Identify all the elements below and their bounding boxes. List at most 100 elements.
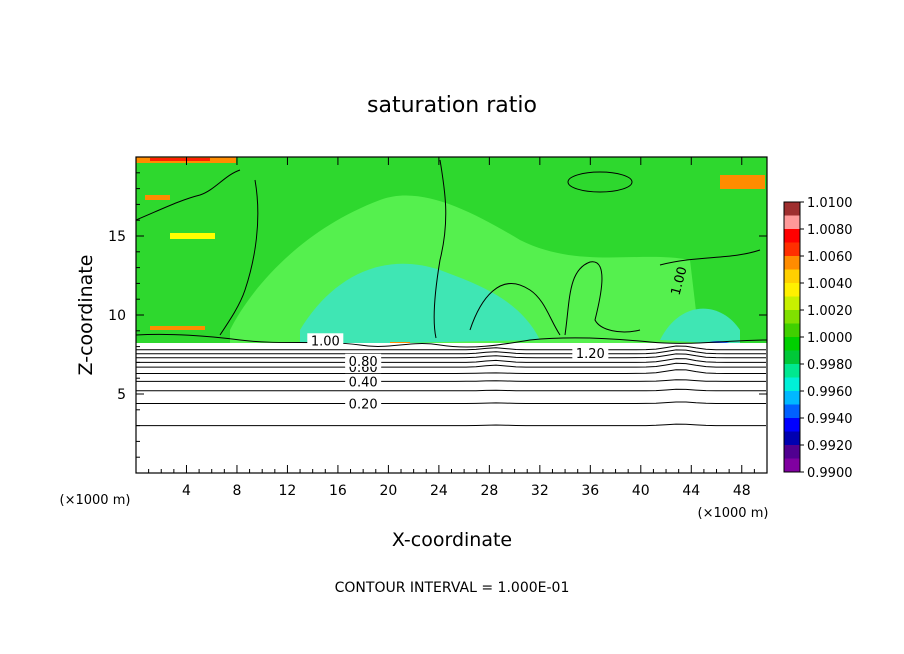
colorbar-swatch — [784, 242, 800, 257]
orange-patch-1 — [145, 195, 170, 200]
contour-label-1.00-upper: 1.00 — [669, 265, 691, 297]
x-tick-label-20: 20 — [379, 483, 397, 499]
contour-upper-2 — [433, 159, 447, 339]
z-unit-label: (×1000 m) — [60, 493, 131, 508]
x-tick-label-32: 32 — [531, 483, 549, 499]
contour-level-line — [136, 388, 766, 392]
colorbar-swatch — [784, 391, 800, 405]
cyan-region-2 — [660, 308, 740, 343]
contour-label-1.20: 1.20 — [576, 347, 605, 362]
colorbar-label-0.9980: 0.9980 — [807, 358, 853, 373]
x-tick-label-16: 16 — [329, 483, 347, 499]
contour-upper-6 — [136, 169, 241, 221]
colorbar-swatch — [784, 256, 800, 270]
contour-label-bg — [572, 345, 609, 359]
contour-level-line — [136, 369, 766, 374]
colorbar-label-1.0040: 1.0040 — [807, 277, 853, 292]
colorbar-swatch — [784, 418, 800, 432]
colorbar-swatch — [784, 377, 800, 392]
colorbar-swatch — [784, 283, 800, 297]
colorbar-swatch — [784, 337, 800, 351]
contour-band — [136, 345, 766, 427]
x-tick-label-48: 48 — [733, 483, 751, 499]
colorbar-label-1.0000: 1.0000 — [807, 331, 853, 346]
contour-label-0.80: 0.80 — [349, 355, 378, 370]
contour-label-1.00: 1.00 — [311, 334, 340, 349]
colorbar-swatch — [784, 458, 800, 473]
x-unit-label: (×1000 m) — [698, 506, 769, 521]
contour-level-line — [136, 401, 766, 404]
orange-patch-4 — [150, 326, 205, 330]
contour-interval-note: CONTOUR INTERVAL = 1.000E-01 — [335, 580, 570, 596]
colorbar: 1.0100 1.0080 1.0060 1.0040 1.0020 1.0000 0.99… — [783, 196, 853, 481]
contour-label-0.20: 0.20 — [349, 397, 378, 412]
y-tick-label-5: 5 — [117, 387, 126, 403]
contour-closed-loop — [567, 171, 633, 193]
contour-level-line — [136, 379, 766, 382]
colorbar-swatch — [784, 431, 800, 446]
colorbar-label-1.0020: 1.0020 — [807, 304, 853, 319]
top-red-strip — [150, 158, 210, 161]
colorbar-swatch — [784, 364, 800, 378]
colorbar-label-0.9920: 0.9920 — [807, 439, 853, 454]
colorbar-label-0.9900: 0.9900 — [807, 466, 853, 481]
x-axis: 4 8 12 16 20 24 28 32 36 40 44 48 — [148, 157, 755, 499]
y-tick-label-10: 10 — [108, 308, 126, 324]
x-tick-label-40: 40 — [632, 483, 650, 499]
contour-level-line — [136, 349, 766, 355]
colorbar-label-0.9960: 0.9960 — [807, 385, 853, 400]
x-tick-label-8: 8 — [232, 483, 241, 499]
contour-upper-5 — [659, 249, 761, 266]
contour-label-0.40: 0.40 — [349, 375, 378, 390]
contour-cloud-base — [136, 333, 767, 348]
contour-level-line — [136, 345, 766, 351]
contour-level-line — [136, 423, 766, 427]
colorbar-swatch — [784, 350, 800, 365]
x-tick-label-28: 28 — [480, 483, 498, 499]
contour-label-bg — [345, 353, 382, 367]
x-tick-label-12: 12 — [279, 483, 297, 499]
contour-level-line — [136, 362, 766, 368]
colorbar-label-1.0060: 1.0060 — [807, 250, 853, 265]
colorbar-swatch — [784, 445, 800, 459]
x-tick-label-44: 44 — [682, 483, 700, 499]
contour-label-bg — [345, 396, 382, 410]
colorbar-swatch — [784, 323, 800, 338]
contour-upper-4 — [564, 261, 641, 336]
subsaturated-region — [136, 343, 767, 473]
x-tick-label-36: 36 — [581, 483, 599, 499]
y-axis-title: Z-coordinate — [75, 255, 97, 376]
colorbar-swatch — [784, 404, 800, 419]
plot-area: 0.200.400.600.801.001.201.00 — [135, 156, 768, 474]
x-tick-label-24: 24 — [430, 483, 448, 499]
contour-level-line — [136, 353, 766, 359]
colorbar-label-1.0100: 1.0100 — [807, 196, 853, 211]
contour-level-line — [136, 358, 766, 363]
contour-labels: 0.200.400.600.801.001.201.00 — [307, 265, 691, 412]
y-axis: 5 10 15 — [108, 172, 767, 458]
contour-label-bg — [345, 374, 382, 388]
orange-patch-3 — [720, 175, 765, 189]
orange-patch-2 — [170, 233, 215, 239]
contour-upper-1 — [219, 179, 259, 336]
colorbar-swatch — [784, 215, 800, 230]
x-axis-title: X-coordinate — [392, 529, 512, 551]
colorbar-swatch — [784, 202, 800, 216]
contour-label-bg — [307, 333, 344, 347]
colorbar-swatch — [784, 310, 800, 324]
colorbar-swatch — [784, 296, 800, 311]
contour-lines — [136, 159, 767, 348]
orange-patch-5 — [390, 342, 410, 343]
field-patches — [136, 157, 765, 343]
colorbar-swatch — [784, 229, 800, 243]
chart-title: saturation ratio — [367, 93, 537, 118]
contour-upper-3 — [469, 283, 561, 336]
colorbar-swatch — [784, 269, 800, 284]
colorbar-label-1.0080: 1.0080 — [807, 223, 853, 238]
x-tick-label-4: 4 — [182, 483, 191, 499]
colorbar-label-0.9940: 0.9940 — [807, 412, 853, 427]
cyan-region — [300, 263, 540, 343]
y-tick-label-15: 15 — [108, 229, 126, 245]
saturation-field — [136, 157, 767, 473]
